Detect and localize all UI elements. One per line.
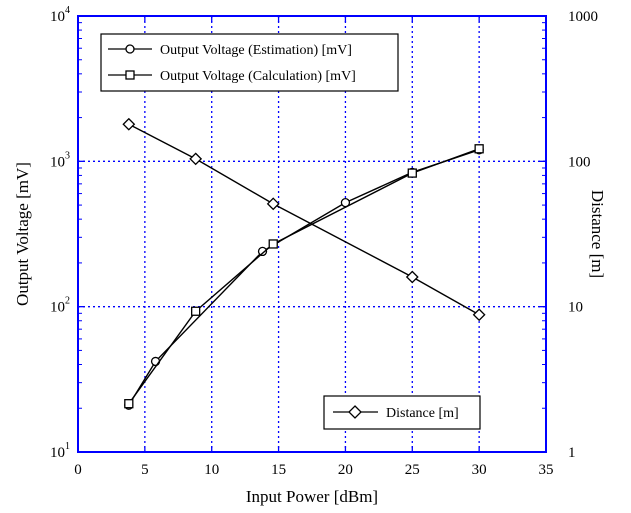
y-tick-label: 101 (50, 441, 70, 461)
y-tick-labels: 101 102 103 104 (50, 5, 70, 461)
x-tick-label: 30 (472, 462, 487, 478)
series-line-circle (128, 149, 480, 406)
legend-estimation-marker (125, 44, 135, 54)
x-tick-label: 0 (74, 462, 82, 478)
data-point-square (474, 144, 484, 154)
x-tick-label: 20 (338, 462, 353, 478)
y2-tick-label: 10 (568, 300, 583, 316)
data-point-diamond (472, 308, 486, 322)
data-point-diamond (266, 197, 280, 211)
data-point-square (191, 306, 201, 316)
data-point-diamond (405, 270, 419, 284)
legend-top-box (100, 33, 399, 92)
x-axis-title: Input Power [dBm] (246, 487, 378, 506)
y2-tick-labels: 1 10 100 1000 (568, 9, 598, 461)
legend-distance-label: Distance [m] (386, 406, 459, 421)
data-point-circle (150, 356, 161, 367)
data-point-diamond (122, 117, 136, 131)
y-tick-label: 102 (50, 296, 70, 316)
series-line-diamond (128, 123, 480, 316)
y2-tick-label: 1000 (568, 9, 598, 25)
x-tick-labels: 0 5 10 15 20 25 30 35 (74, 462, 553, 478)
x-tick-label: 5 (141, 462, 149, 478)
data-point-circle (257, 246, 268, 257)
legend-estimation-label: Output Voltage (Estimation) [mV] (160, 43, 352, 58)
axis-ticks (77, 15, 547, 453)
series-layer (122, 117, 486, 410)
x-tick-label: 10 (204, 462, 219, 478)
legend-calculation-label: Output Voltage (Calculation) [mV] (160, 69, 356, 84)
data-point-square (124, 399, 134, 409)
grid (78, 16, 546, 452)
data-point-diamond (189, 152, 203, 166)
legend-calculation-marker (125, 70, 135, 80)
y-axis-title: Output Voltage [mV] (13, 162, 32, 306)
x-tick-label: 35 (539, 462, 554, 478)
data-point-square (268, 239, 278, 249)
y2-tick-label: 1 (568, 445, 576, 461)
x-tick-label: 25 (405, 462, 420, 478)
legend-bottom: Distance [m] (323, 395, 481, 430)
x-tick-label: 15 (271, 462, 286, 478)
series-line-square (128, 148, 480, 405)
plot-frame (77, 15, 547, 453)
y2-tick-label: 100 (568, 154, 591, 170)
data-point-square (407, 168, 417, 178)
y2-axis-title: Distance [m] (588, 190, 607, 278)
y-tick-label: 103 (50, 150, 70, 170)
legend-distance-marker (348, 405, 362, 419)
legend-top: Output Voltage (Estimation) [mV] Output … (100, 33, 399, 92)
y-tick-label: 104 (50, 5, 70, 25)
